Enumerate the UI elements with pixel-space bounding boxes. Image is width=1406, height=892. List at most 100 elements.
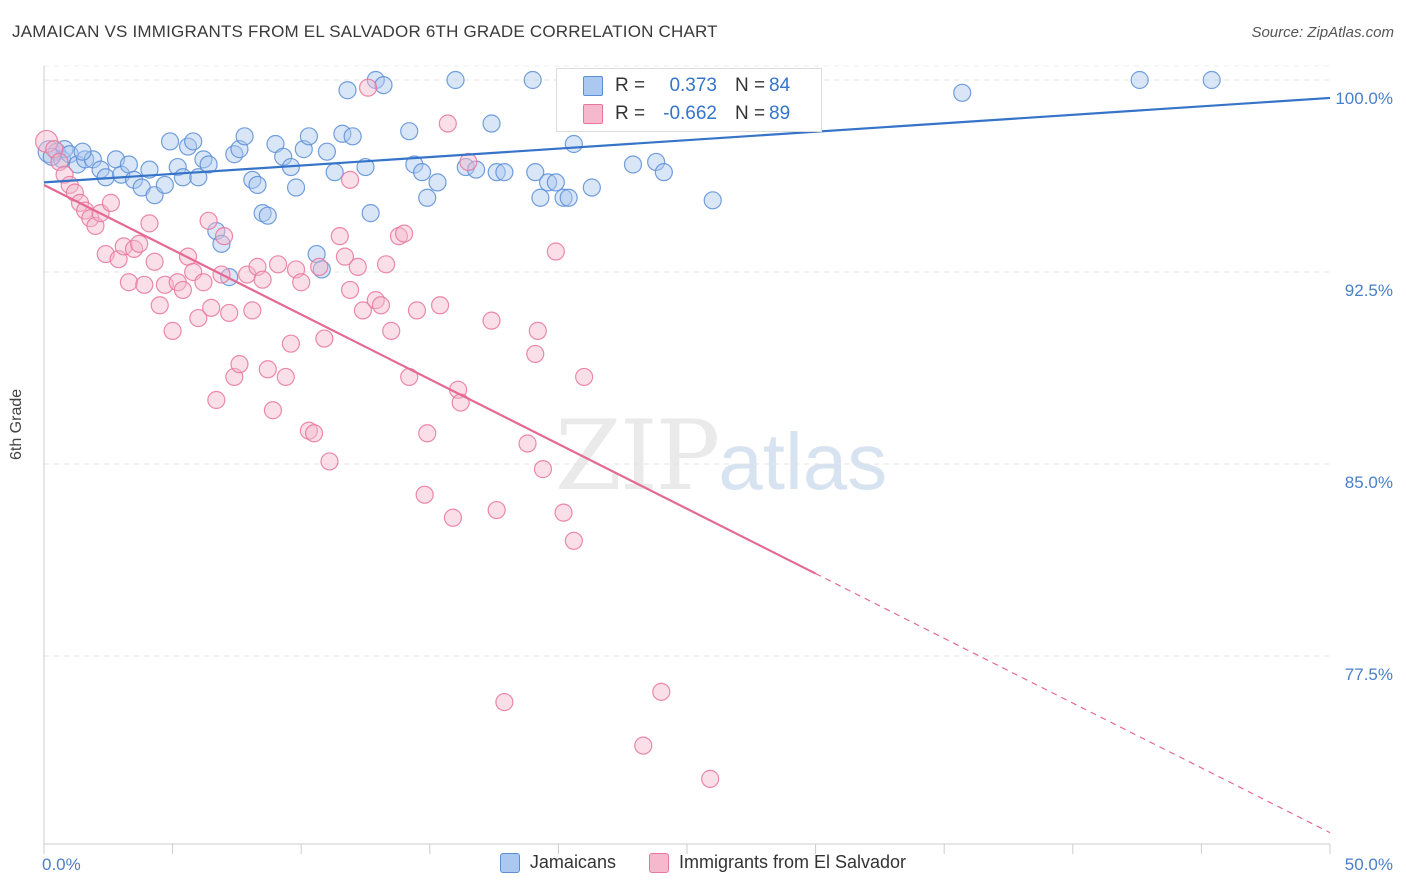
el-salvador-point xyxy=(366,291,385,310)
el-salvador-point xyxy=(634,736,653,755)
x-tick-label-min: 0.0% xyxy=(42,855,81,874)
jamaican-point xyxy=(623,155,643,174)
jamaican-point xyxy=(253,204,272,223)
jamaican-point xyxy=(374,76,393,95)
el-salvador-point xyxy=(281,334,301,353)
el-salvador-point xyxy=(382,321,401,340)
jamaican-point xyxy=(325,163,344,182)
jamaican-point xyxy=(495,163,514,182)
jamaican-point xyxy=(199,155,218,174)
jamaican-point xyxy=(647,152,666,172)
jamaican-point xyxy=(184,132,203,151)
el-salvador-point xyxy=(207,390,226,410)
el-salvador-point xyxy=(163,321,182,340)
jamaican-point xyxy=(428,173,447,192)
stats-r-label: R = xyxy=(615,103,646,124)
jamaican-point xyxy=(225,145,244,164)
el-salvador-point xyxy=(533,460,553,479)
jamaican-point xyxy=(456,157,475,177)
jamaican-point xyxy=(299,127,319,146)
el-salvador-point xyxy=(253,270,272,289)
el-salvador-point xyxy=(575,367,594,387)
jamaican-point xyxy=(546,173,565,192)
el-salvador-point xyxy=(443,508,463,527)
source-credit: Source: ZipAtlas.com xyxy=(1251,24,1394,41)
el-salvador-point xyxy=(230,355,249,374)
el-salvador-point xyxy=(276,367,295,387)
y-axis-label: 6th Grade xyxy=(8,388,25,460)
legend-label: Immigrants from El Salvador xyxy=(678,852,907,872)
jamaican-point xyxy=(178,137,198,156)
el-salvador-point xyxy=(418,424,437,443)
stats-n-value: 84 xyxy=(769,75,791,96)
el-salvador-point xyxy=(438,114,457,133)
el-salvador-point xyxy=(135,275,154,294)
jamaican-point xyxy=(539,173,558,192)
jamaican-point xyxy=(248,175,267,195)
watermark-atlas: atlas xyxy=(718,417,888,506)
el-salvador-point xyxy=(315,329,334,348)
y-tick-label: 77.5% xyxy=(1345,665,1393,684)
jamaican-point xyxy=(317,142,337,161)
el-salvador-point xyxy=(119,273,138,292)
jamaican-point xyxy=(333,124,352,143)
el-salvador-point xyxy=(189,308,208,328)
stats-n-value: 89 xyxy=(769,103,791,124)
jamaican-point xyxy=(466,160,486,179)
el-salvador-point xyxy=(389,227,409,246)
x-tick-label-max: 50.0% xyxy=(1345,855,1393,874)
el-salvador-point xyxy=(243,301,262,320)
el-salvador-point xyxy=(310,257,329,276)
jamaican-point xyxy=(160,132,180,151)
jamaican-point xyxy=(405,155,424,174)
stats-r-value: -0.662 xyxy=(663,103,717,124)
el-salvador-trend-extension xyxy=(815,573,1331,834)
el-salvador-point xyxy=(320,452,339,471)
jamaican-point xyxy=(155,175,174,195)
legend-swatch-blue xyxy=(499,852,520,873)
jamaican-point xyxy=(286,178,306,197)
jamaican-point xyxy=(412,163,432,182)
jamaican-point xyxy=(73,142,92,161)
el-salvador-point xyxy=(124,239,144,259)
jamaican-point xyxy=(703,191,722,210)
jamaican-point xyxy=(356,157,375,177)
el-salvador-point xyxy=(304,424,324,443)
jamaican-point xyxy=(953,83,972,102)
el-salvador-point xyxy=(701,769,720,788)
el-salvador-point xyxy=(202,298,221,317)
jamaican-point xyxy=(119,155,138,174)
jamaican-point xyxy=(523,70,542,90)
el-salvador-point xyxy=(430,296,450,315)
jamaican-point xyxy=(582,178,601,197)
el-salvador-point xyxy=(130,234,149,253)
jamaican-point xyxy=(482,114,501,133)
el-salvador-point xyxy=(353,301,373,320)
el-salvador-point xyxy=(340,170,360,189)
el-salvador-point xyxy=(220,303,239,323)
el-salvador-point xyxy=(415,485,434,504)
el-salvador-point xyxy=(335,247,355,266)
jamaican-point xyxy=(338,81,357,100)
el-salvador-point xyxy=(371,296,391,315)
jamaican-point xyxy=(312,260,331,279)
stats-r-value: 0.373 xyxy=(669,75,717,96)
el-salvador-point xyxy=(487,500,506,520)
el-salvador-point xyxy=(194,273,213,292)
el-salvador-point xyxy=(292,273,311,292)
jamaican-trend-line xyxy=(43,96,1331,184)
legend-item-jamaicans[interactable]: Jamaicans xyxy=(499,852,616,873)
el-salvador-point xyxy=(199,211,218,230)
legend-item-el-salvador[interactable]: Immigrants from El Salvador xyxy=(648,852,907,873)
jamaican-point xyxy=(140,160,159,179)
y-tick-label: 92.5% xyxy=(1345,281,1393,300)
jamaican-point xyxy=(526,163,545,182)
jamaican-point xyxy=(564,134,583,154)
jamaican-point xyxy=(1202,70,1221,90)
el-salvador-point xyxy=(394,224,414,243)
el-salvador-point xyxy=(214,227,234,246)
el-salvador-point xyxy=(564,531,583,550)
stats-swatch-blue xyxy=(583,76,603,96)
legend: Jamaicans Immigrants from El Salvador xyxy=(0,852,1406,878)
stats-r-label: R = xyxy=(615,75,646,96)
